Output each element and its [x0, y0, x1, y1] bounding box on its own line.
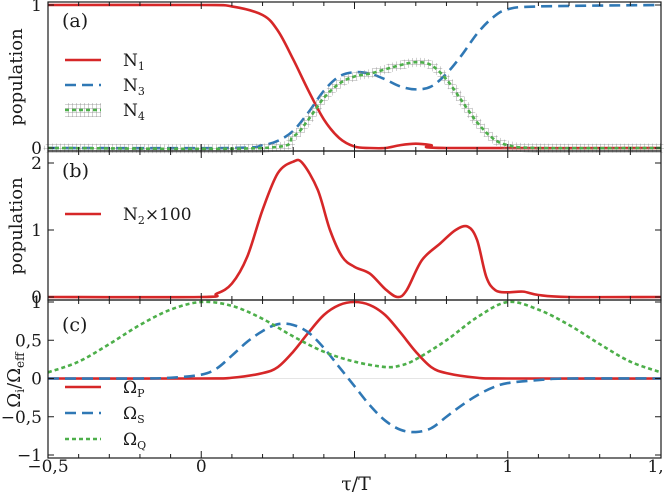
panel-b: 0 1 2 (b) population N2×100	[6, 150, 662, 308]
y-tick-label: −1	[17, 446, 42, 466]
x-axis: −0,5 0 1 1,5	[27, 457, 664, 477]
x-axis-label: τ/T	[341, 473, 371, 495]
panel-b-ylabel: population	[6, 177, 27, 275]
y-tick-label: 0	[31, 370, 42, 390]
x-tick-label: 1,5	[647, 457, 664, 477]
series-line	[47, 300, 662, 380]
legend-label: N3	[123, 76, 145, 98]
panel-a-ylabel: population	[6, 28, 27, 126]
y-tick-label: 1	[31, 293, 42, 313]
x-tick-label: 0	[196, 457, 207, 477]
y-tick-label: −0,5	[1, 408, 42, 428]
x-tick-label: 1	[502, 457, 513, 477]
series-line	[47, 3, 662, 150]
legend-label: N1	[123, 51, 145, 73]
panel-a: 0 1 (a) population N1 N3 N4	[6, 0, 664, 159]
series-line	[47, 322, 662, 434]
legend-entry: ΩQ	[65, 430, 146, 452]
y-tick-label: 0,5	[15, 331, 42, 351]
legend-entry: N3	[65, 76, 145, 98]
legend-label: ΩP	[123, 378, 145, 400]
panel-a-label: (a)	[62, 10, 88, 32]
legend-label: ΩS	[123, 404, 145, 426]
legend-entry: N1	[65, 51, 145, 73]
series-line	[47, 60, 662, 151]
legend-entry: ΩP	[65, 378, 145, 400]
y-tick-label: 2	[31, 154, 42, 174]
series-line	[47, 300, 662, 374]
series-line	[47, 158, 662, 299]
panel-c: −1 −0,5 0 0,5 1 (c) Ωi/Ωeff ΩP ΩS ΩQ	[1, 293, 662, 466]
panel-b-label: (b)	[62, 160, 89, 182]
y-tick-label: 0	[31, 288, 42, 308]
y-tick-label: 0	[31, 139, 42, 159]
legend-entry: N4	[65, 101, 145, 123]
legend-label: N4	[123, 101, 145, 123]
y-tick-label: 1	[31, 221, 42, 241]
legend-entry: N2×100	[65, 205, 192, 227]
series-line	[47, 3, 662, 150]
panel-c-label: (c)	[62, 314, 87, 336]
y-tick-label: 1	[31, 0, 42, 16]
legend-entry: ΩS	[65, 404, 145, 426]
panel-c-ylabel: Ωi/Ωeff	[4, 351, 27, 408]
x-tick-label: −0,5	[27, 457, 68, 477]
legend-label: ΩQ	[123, 430, 146, 452]
legend-label: N2×100	[123, 205, 192, 227]
